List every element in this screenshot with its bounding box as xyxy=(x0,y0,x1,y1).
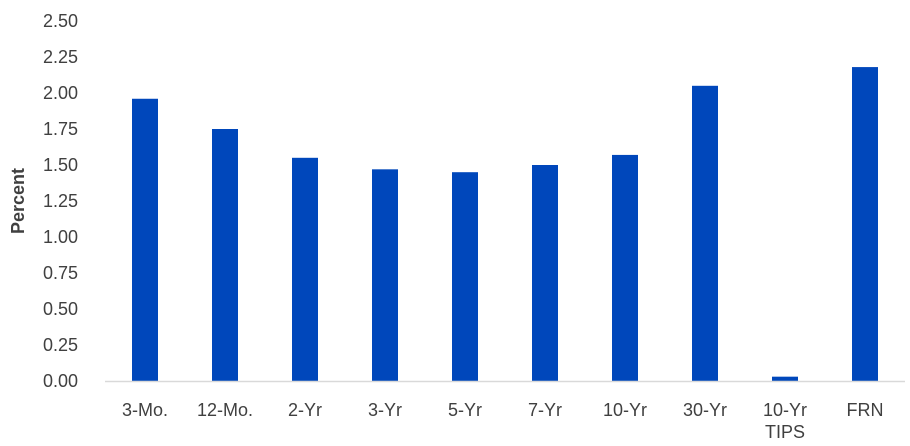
y-tick-label: 1.00 xyxy=(43,227,78,247)
y-tick-label: 0.25 xyxy=(43,335,78,355)
x-tick-label: FRN xyxy=(847,400,884,420)
bar xyxy=(132,98,158,381)
y-tick-label: 1.50 xyxy=(43,155,78,175)
y-tick-label: 1.25 xyxy=(43,191,78,211)
y-tick-label: 2.00 xyxy=(43,83,78,103)
y-tick-label: 2.25 xyxy=(43,47,78,67)
y-tick-label: 0.00 xyxy=(43,371,78,391)
y-tick-label: 0.75 xyxy=(43,263,78,283)
y-tick-label: 1.75 xyxy=(43,119,78,139)
bar xyxy=(292,157,318,381)
bar xyxy=(532,165,558,381)
bar xyxy=(852,67,878,381)
x-tick-label: 10-Yr xyxy=(763,400,807,420)
x-tick-label: 12-Mo. xyxy=(197,400,253,420)
bar xyxy=(372,169,398,381)
y-tick-label: 0.50 xyxy=(43,299,78,319)
bar xyxy=(452,172,478,381)
x-axis-ticks: 3-Mo. 12-Mo. 2-Yr 3-Yr 5-Yr 7-Yr 10-Yr 30-Yr 10-… xyxy=(122,400,884,442)
x-tick-label: 30-Yr xyxy=(683,400,727,420)
x-tick-label: 7-Yr xyxy=(528,400,562,420)
bar-series xyxy=(132,67,878,382)
y-axis-ticks: 0.00 0.25 0.50 0.75 1.00 1.25 1.50 1.75 2.00 2.25… xyxy=(43,11,78,391)
x-tick-label: 5-Yr xyxy=(448,400,482,420)
x-tick-label: TIPS xyxy=(765,422,805,442)
bar xyxy=(612,154,638,381)
y-axis-title: Percent xyxy=(8,168,28,234)
x-tick-label: 10-Yr xyxy=(603,400,647,420)
x-tick-label: 2-Yr xyxy=(288,400,322,420)
bar xyxy=(772,376,798,381)
bar xyxy=(212,129,238,381)
bar xyxy=(692,85,718,382)
x-tick-label: 3-Yr xyxy=(368,400,402,420)
y-tick-label: 2.50 xyxy=(43,11,78,31)
x-tick-label: 3-Mo. xyxy=(122,400,168,420)
